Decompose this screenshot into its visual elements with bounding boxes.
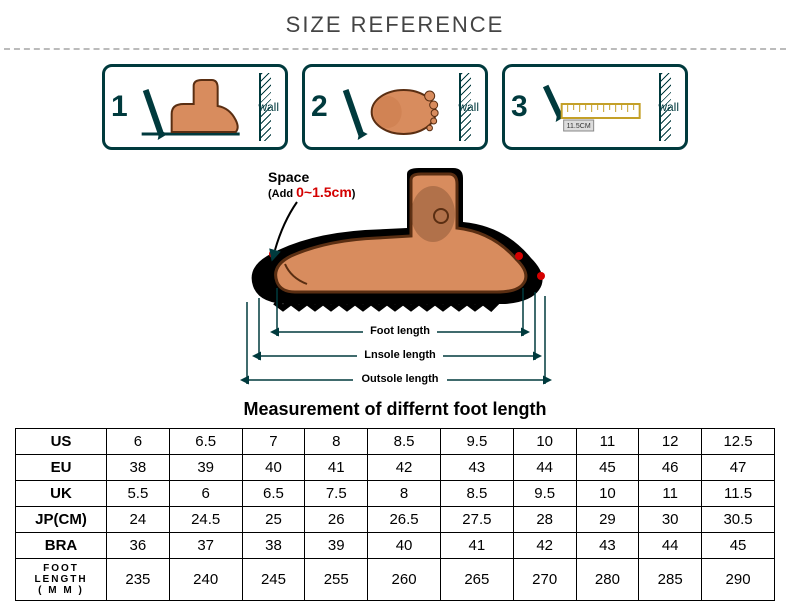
table-row: US66.5788.59.510111212.5: [16, 429, 775, 455]
cell: 11: [576, 429, 639, 455]
cell: 47: [702, 455, 775, 481]
cell: 36: [107, 533, 170, 559]
cell: 265: [440, 559, 513, 601]
row-header: EU: [16, 455, 107, 481]
page-title: SIZE REFERENCE: [0, 0, 790, 48]
cell: 6: [107, 429, 170, 455]
cell: 38: [242, 533, 305, 559]
cell: 8: [368, 481, 441, 507]
cell: 280: [576, 559, 639, 601]
cell: 24.5: [169, 507, 242, 533]
cell: 8.5: [368, 429, 441, 455]
cell: 30.5: [702, 507, 775, 533]
divider: [4, 48, 786, 50]
cell: 6.5: [242, 481, 305, 507]
cell: 29: [576, 507, 639, 533]
cell: 235: [107, 559, 170, 601]
cell: 12: [639, 429, 702, 455]
cell: 9.5: [440, 429, 513, 455]
svg-text:11.5CM: 11.5CM: [567, 123, 591, 130]
step-2-number: 2: [311, 90, 333, 124]
table-row: EU38394041424344454647: [16, 455, 775, 481]
cell: 11: [639, 481, 702, 507]
step-1-number: 1: [111, 90, 133, 124]
cell: 39: [169, 455, 242, 481]
cell: 285: [639, 559, 702, 601]
table-row: JP(CM)2424.5252626.527.528293030.5: [16, 507, 775, 533]
cell: 41: [305, 455, 368, 481]
step-3-number: 3: [511, 90, 533, 124]
cell: 45: [576, 455, 639, 481]
cell: 260: [368, 559, 441, 601]
svg-text:Foot length: Foot length: [370, 325, 430, 337]
row-header: US: [16, 429, 107, 455]
cell: 37: [169, 533, 242, 559]
step-1: 1 wall: [102, 64, 288, 150]
cell: 28: [513, 507, 576, 533]
table-row: BRA36373839404142434445: [16, 533, 775, 559]
shoe-diagram-svg: Foot length Lnsole length Outsole length: [235, 168, 555, 393]
cell: 44: [513, 455, 576, 481]
cell: 43: [440, 455, 513, 481]
row-header: UK: [16, 481, 107, 507]
cell: 41: [440, 533, 513, 559]
cell: 255: [305, 559, 368, 601]
main-diagram: Space (Add 0~1.5cm): [0, 168, 790, 393]
cell: 24: [107, 507, 170, 533]
table-row: UK5.566.57.588.59.5101111.5: [16, 481, 775, 507]
cell: 12.5: [702, 429, 775, 455]
cell: 44: [639, 533, 702, 559]
cell: 245: [242, 559, 305, 601]
steps-row: 1 wall 2 wall 3: [0, 64, 790, 150]
cell: 46: [639, 455, 702, 481]
cell: 11.5: [702, 481, 775, 507]
cell: 42: [368, 455, 441, 481]
cell: 39: [305, 533, 368, 559]
step-3: 3 11.5CM wall: [502, 64, 688, 150]
step-1-illustration: [133, 72, 258, 142]
cell: 25: [242, 507, 305, 533]
row-header: FOOT LENGTH( M M ): [16, 559, 107, 601]
cell: 7.5: [305, 481, 368, 507]
cell: 5.5: [107, 481, 170, 507]
cell: 38: [107, 455, 170, 481]
cell: 9.5: [513, 481, 576, 507]
cell: 10: [513, 429, 576, 455]
cell: 40: [368, 533, 441, 559]
cell: 10: [576, 481, 639, 507]
svg-text:Lnsole length: Lnsole length: [364, 349, 436, 361]
step-3-illustration: 11.5CM: [533, 72, 658, 142]
cell: 42: [513, 533, 576, 559]
cell: 8: [305, 429, 368, 455]
table-caption: Measurement of differnt foot length: [0, 399, 790, 420]
table-row: FOOT LENGTH( M M )2352402452552602652702…: [16, 559, 775, 601]
row-header: JP(CM): [16, 507, 107, 533]
cell: 43: [576, 533, 639, 559]
cell: 240: [169, 559, 242, 601]
cell: 26.5: [368, 507, 441, 533]
cell: 6: [169, 481, 242, 507]
cell: 27.5: [440, 507, 513, 533]
step-2-illustration: [333, 72, 458, 142]
space-label: Space (Add 0~1.5cm): [268, 170, 355, 201]
row-header: BRA: [16, 533, 107, 559]
step-2: 2 wall: [302, 64, 488, 150]
cell: 30: [639, 507, 702, 533]
cell: 40: [242, 455, 305, 481]
cell: 270: [513, 559, 576, 601]
cell: 290: [702, 559, 775, 601]
cell: 7: [242, 429, 305, 455]
cell: 45: [702, 533, 775, 559]
cell: 26: [305, 507, 368, 533]
svg-text:Outsole length: Outsole length: [362, 373, 439, 385]
cell: 6.5: [169, 429, 242, 455]
size-table: US66.5788.59.510111212.5EU38394041424344…: [15, 428, 775, 601]
cell: 8.5: [440, 481, 513, 507]
